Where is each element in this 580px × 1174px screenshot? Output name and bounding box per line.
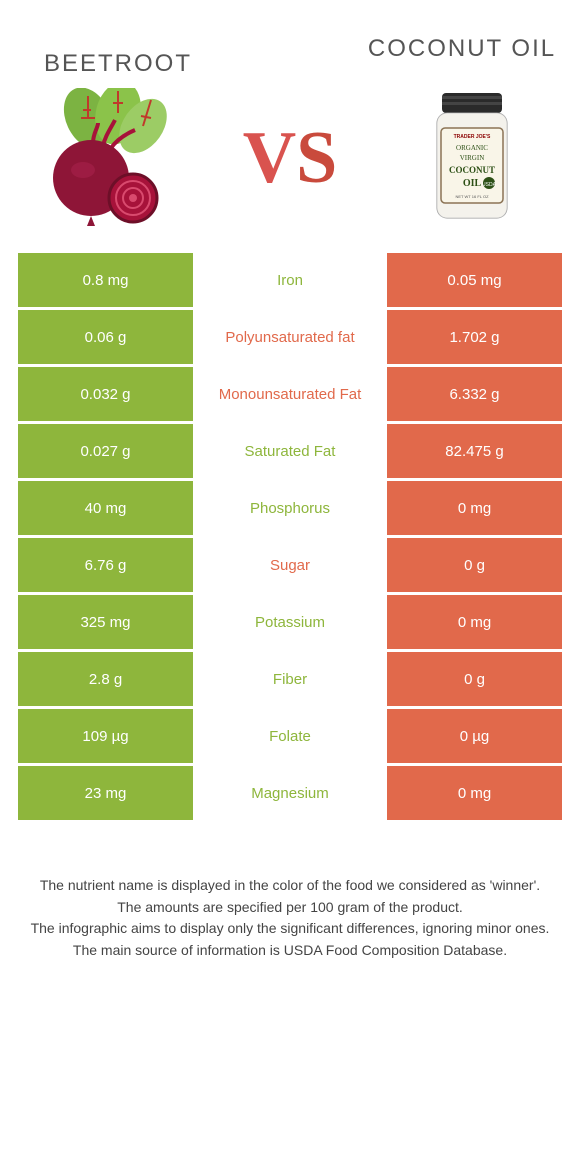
left-value: 0.06 g: [18, 310, 193, 364]
nutrient-label: Magnesium: [193, 766, 387, 820]
footnote-line: The main source of information is USDA F…: [28, 940, 552, 962]
hero-section: VS TRADER JOE'S ORGANIC VIRGIN COCONUT O…: [18, 88, 562, 228]
right-value: 0.05 mg: [387, 253, 562, 307]
footnote-line: The amounts are specified per 100 gram o…: [28, 897, 552, 919]
right-value: 0 g: [387, 652, 562, 706]
left-value: 0.032 g: [18, 367, 193, 421]
left-value: 40 mg: [18, 481, 193, 535]
svg-text:TRADER JOE'S: TRADER JOE'S: [454, 134, 491, 140]
nutrient-label: Potassium: [193, 595, 387, 649]
nutrient-label: Saturated Fat: [193, 424, 387, 478]
nutrient-row: 40 mgPhosphorus0 mg: [18, 481, 562, 535]
footnotes: The nutrient name is displayed in the co…: [18, 875, 562, 962]
nutrient-row: 6.76 gSugar0 g: [18, 538, 562, 592]
beetroot-icon: [33, 88, 183, 228]
left-value: 0.027 g: [18, 424, 193, 478]
right-value: 0 mg: [387, 481, 562, 535]
nutrient-row: 2.8 gFiber0 g: [18, 652, 562, 706]
svg-text:OIL: OIL: [463, 178, 482, 189]
nutrient-label: Folate: [193, 709, 387, 763]
right-value: 0 µg: [387, 709, 562, 763]
nutrient-label: Iron: [193, 253, 387, 307]
svg-text:COCONUT: COCONUT: [449, 165, 495, 175]
nutrient-row: 0.027 gSaturated Fat82.475 g: [18, 424, 562, 478]
nutrient-label: Monounsaturated Fat: [193, 367, 387, 421]
svg-text:VIRGIN: VIRGIN: [460, 154, 485, 162]
vs-v: V: [243, 117, 296, 199]
svg-text:NET WT 16 FL OZ: NET WT 16 FL OZ: [455, 194, 489, 199]
nutrient-label: Polyunsaturated fat: [193, 310, 387, 364]
coconut-oil-icon: TRADER JOE'S ORGANIC VIRGIN COCONUT OIL …: [397, 88, 547, 228]
footnote-line: The nutrient name is displayed in the co…: [28, 875, 552, 897]
nutrient-table: 0.8 mgIron0.05 mg0.06 gPolyunsaturated f…: [18, 253, 562, 820]
left-value: 23 mg: [18, 766, 193, 820]
right-value: 1.702 g: [387, 310, 562, 364]
right-value: 0 mg: [387, 766, 562, 820]
header: Beetroot Coconut oil: [18, 20, 562, 78]
nutrient-row: 0.06 gPolyunsaturated fat1.702 g: [18, 310, 562, 364]
nutrient-row: 109 µgFolate0 µg: [18, 709, 562, 763]
left-value: 2.8 g: [18, 652, 193, 706]
right-value: 0 mg: [387, 595, 562, 649]
right-value: 0 g: [387, 538, 562, 592]
nutrient-row: 0.8 mgIron0.05 mg: [18, 253, 562, 307]
right-value: 82.475 g: [387, 424, 562, 478]
vs-s: S: [296, 117, 337, 199]
svg-text:USDA: USDA: [482, 182, 497, 188]
nutrient-label: Fiber: [193, 652, 387, 706]
nutrient-row: 0.032 gMonounsaturated Fat6.332 g: [18, 367, 562, 421]
left-title: Beetroot: [18, 20, 218, 78]
nutrient-label: Phosphorus: [193, 481, 387, 535]
footnote-line: The infographic aims to display only the…: [28, 918, 552, 940]
right-title: Coconut oil: [362, 20, 562, 64]
left-value: 109 µg: [18, 709, 193, 763]
svg-text:ORGANIC: ORGANIC: [456, 144, 488, 152]
left-value: 0.8 mg: [18, 253, 193, 307]
right-value: 6.332 g: [387, 367, 562, 421]
left-value: 6.76 g: [18, 538, 193, 592]
nutrient-label: Sugar: [193, 538, 387, 592]
nutrient-row: 325 mgPotassium0 mg: [18, 595, 562, 649]
nutrient-row: 23 mgMagnesium0 mg: [18, 766, 562, 820]
left-value: 325 mg: [18, 595, 193, 649]
vs-text: VS: [243, 116, 338, 201]
